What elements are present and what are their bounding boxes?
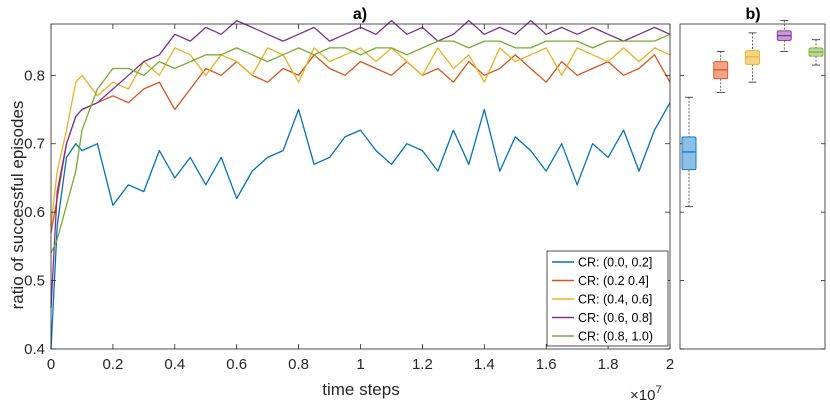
box-0 [681, 96, 697, 208]
y-axis-ticks: 0.4 0.5 0.6 0.7 0.8 [24, 67, 670, 358]
x-tick-label: 0.4 [164, 356, 185, 373]
x-tick-label: 0 [47, 356, 55, 373]
x-tick-label: 1.2 [412, 356, 433, 373]
x-tick-label: 2 [666, 356, 674, 373]
panel-b: b) [679, 6, 826, 350]
y-tick-label: 0.6 [24, 204, 45, 221]
box-plot-group [681, 20, 824, 208]
box-2 [745, 32, 760, 83]
legend-label-1: CR: (0.2 0.4] [578, 274, 649, 288]
panel-a-title: a) [353, 6, 367, 23]
legend-label-0: CR: (0.0, 0.2] [578, 256, 652, 270]
x-scale-base: ×10 [630, 387, 655, 404]
box-1 [713, 50, 729, 93]
panel-a: 0 0.2 0.4 0.6 0.8 1 1.2 1.4 1.6 1.8 2 0.4 0.5 0.6 0.7… [8, 6, 674, 404]
box-4 [808, 39, 824, 66]
legend-label-2: CR: (0.4, 0.6] [578, 293, 652, 307]
x-tick-label: 0.8 [288, 356, 309, 373]
y-tick-label: 0.8 [24, 67, 45, 84]
legend-label-3: CR: (0.6, 0.8] [578, 311, 652, 325]
box-body [681, 136, 697, 171]
panel-b-y-ticks [680, 74, 825, 350]
legend-label-4: CR: (0.8, 1.0) [578, 330, 653, 344]
box-3 [776, 20, 792, 52]
x-tick-label: 1 [356, 356, 364, 373]
y-tick-label: 0.4 [24, 341, 45, 358]
x-tick-label: 0.2 [102, 356, 123, 373]
x-tick-label: 0.6 [226, 356, 247, 373]
x-tick-label: 1.6 [536, 356, 557, 373]
line-series-group [50, 19, 671, 350]
x-scale-factor: ×107 [630, 384, 662, 404]
x-tick-label: 1.4 [474, 356, 495, 373]
x-axis-label: time steps [322, 380, 399, 399]
x-tick-label: 1.8 [598, 356, 619, 373]
panel-b-title: b) [745, 6, 760, 23]
series-line-4 [50, 33, 671, 254]
series-line-3 [50, 19, 671, 308]
y-tick-label: 0.5 [24, 273, 45, 290]
box-body [745, 50, 760, 65]
series-line-0 [50, 102, 671, 350]
y-axis-label: ratio of successful episodes [8, 101, 27, 310]
axes-box-b [679, 23, 826, 350]
legend-items: CR: (0.0, 0.2] CR: (0.2 0.4] CR: (0.4, 0.6… [552, 256, 653, 344]
series-line-1 [50, 54, 671, 233]
series-line-2 [50, 47, 671, 226]
x-scale-exponent: 7 [655, 384, 661, 396]
legend: CR: (0.0, 0.2] CR: (0.2 0.4] CR: (0.4, 0.6… [546, 250, 669, 347]
x-axis-ticks: 0 0.2 0.4 0.6 0.8 1 1.2 1.4 1.6 1.8 2 [47, 24, 674, 373]
y-tick-label: 0.7 [24, 136, 45, 153]
